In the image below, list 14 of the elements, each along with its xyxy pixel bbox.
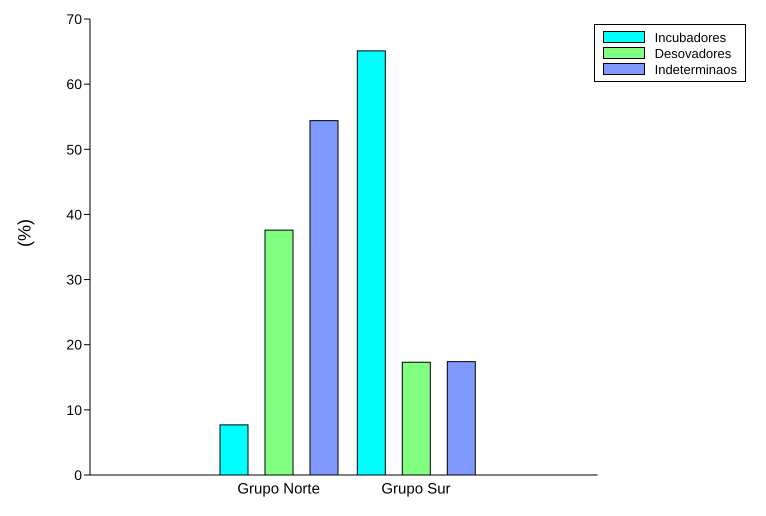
x-tick-label: Grupo Norte (237, 480, 320, 498)
y-tick-label: 50 (66, 141, 82, 158)
y-tick-label: 20 (66, 336, 82, 353)
y-tick-label: 70 (66, 10, 82, 27)
y-axis-title: (%) (14, 219, 34, 247)
x-tick-label: Grupo Sur (381, 480, 451, 498)
legend-label: Indeterminaos (654, 62, 737, 76)
y-tick-label: 60 (66, 76, 82, 92)
legend-label: Incubadores (654, 30, 726, 44)
legend-label: Desovadores (654, 46, 732, 60)
y-tick-label: 30 (66, 272, 82, 288)
y-tick-label: 0 (74, 466, 82, 483)
y-tick-label: 40 (66, 206, 82, 222)
y-tick-label: 10 (66, 402, 82, 418)
